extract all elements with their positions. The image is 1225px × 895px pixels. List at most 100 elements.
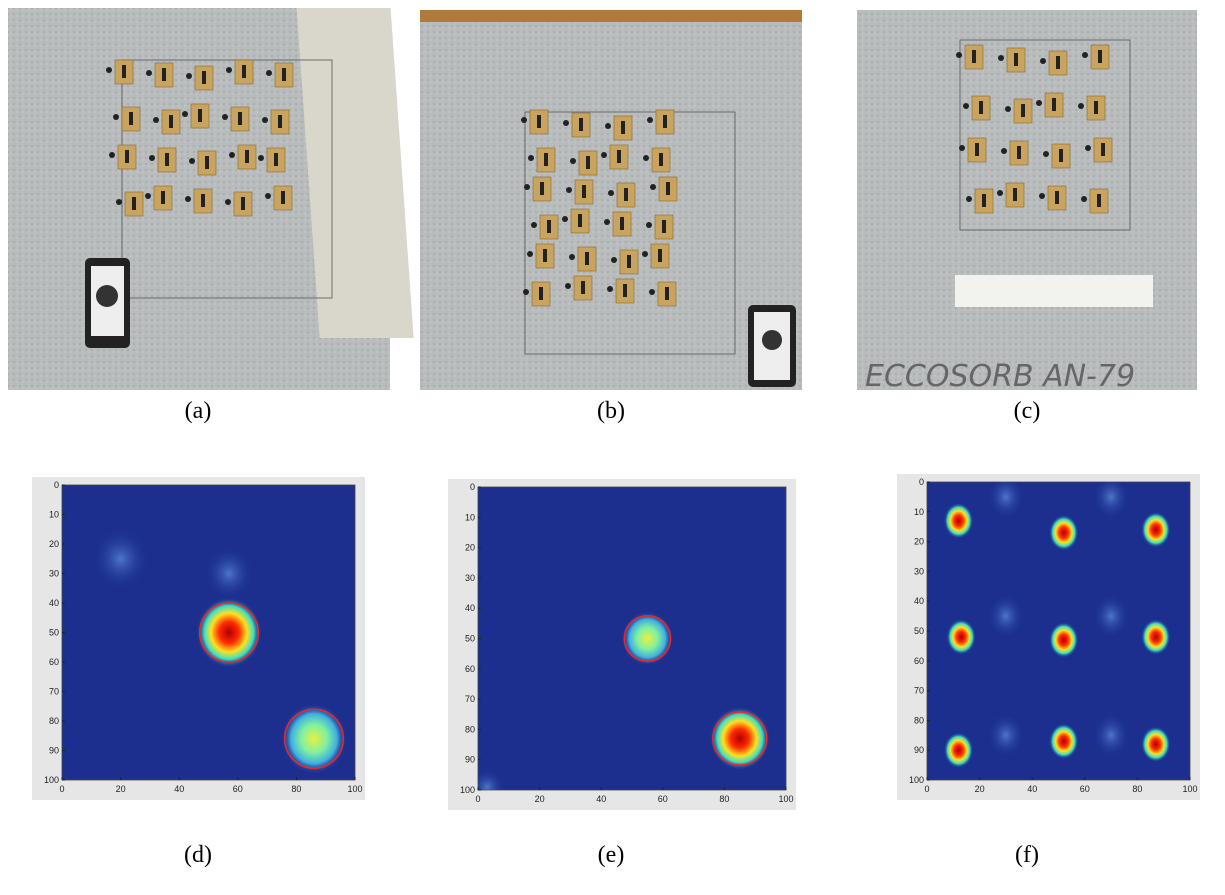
absorber-spot bbox=[642, 251, 648, 257]
y-tick-label: 30 bbox=[49, 569, 59, 579]
tile-slot bbox=[202, 71, 206, 84]
absorber-spot bbox=[189, 158, 195, 164]
peak bbox=[204, 547, 253, 600]
absorber-spot bbox=[229, 152, 235, 158]
tile-slot bbox=[537, 115, 541, 128]
peak bbox=[92, 528, 149, 590]
tile-slot bbox=[169, 115, 173, 128]
absorber-spot bbox=[647, 117, 653, 123]
absorber-spot bbox=[106, 67, 112, 73]
y-tick-label: 50 bbox=[49, 628, 59, 638]
panel-label: (a) bbox=[185, 398, 212, 424]
photo-c bbox=[857, 10, 1197, 390]
tile-slot bbox=[579, 118, 583, 131]
x-tick-label: 20 bbox=[535, 794, 545, 804]
tile-slot bbox=[274, 153, 278, 166]
absorber-spot bbox=[222, 114, 228, 120]
tile-slot bbox=[282, 68, 286, 81]
y-tick-label: 90 bbox=[49, 746, 59, 756]
tile-slot bbox=[205, 156, 209, 169]
absorber-spot bbox=[650, 184, 656, 190]
x-tick-label: 0 bbox=[924, 784, 929, 794]
y-tick-label: 0 bbox=[919, 477, 924, 487]
x-tick-label: 80 bbox=[1132, 784, 1142, 794]
tile-slot bbox=[242, 65, 246, 78]
absorber-spot bbox=[149, 155, 155, 161]
tile-slot bbox=[666, 182, 670, 195]
tile-slot bbox=[586, 156, 590, 169]
tile-slot bbox=[165, 153, 169, 166]
peak bbox=[1049, 515, 1078, 551]
y-tick-label: 30 bbox=[914, 566, 924, 576]
y-tick-label: 90 bbox=[914, 745, 924, 755]
y-tick-label: 0 bbox=[54, 480, 59, 490]
absorber-spot bbox=[1081, 196, 1087, 202]
panel-label: (b) bbox=[597, 398, 625, 424]
absorber-spot bbox=[649, 289, 655, 295]
peak bbox=[1141, 726, 1170, 762]
absorber-spot bbox=[643, 155, 649, 161]
absorber-spot bbox=[182, 111, 188, 117]
absorber-spot bbox=[1001, 148, 1007, 154]
peak bbox=[1049, 723, 1078, 759]
photo-text: ECCOSORB AN-79 bbox=[865, 359, 1135, 394]
absorber-spot bbox=[1078, 103, 1084, 109]
absorber-spot bbox=[531, 222, 537, 228]
x-tick-label: 60 bbox=[233, 784, 243, 794]
y-tick-label: 10 bbox=[914, 507, 924, 517]
tile-slot bbox=[161, 191, 165, 204]
tile-slot bbox=[620, 217, 624, 230]
peak bbox=[946, 619, 975, 655]
y-tick-label: 60 bbox=[465, 664, 475, 674]
absorber-spot bbox=[528, 155, 534, 161]
tile-slot bbox=[617, 150, 621, 163]
tile-slot bbox=[1017, 146, 1021, 159]
absorber-spot bbox=[186, 73, 192, 79]
y-tick-label: 30 bbox=[465, 573, 475, 583]
tile-slot bbox=[621, 121, 625, 134]
tile-slot bbox=[198, 109, 202, 122]
x-tick-label: 40 bbox=[596, 794, 606, 804]
tile-slot bbox=[544, 153, 548, 166]
y-tick-label: 90 bbox=[465, 755, 475, 765]
absorber-spot bbox=[604, 219, 610, 225]
x-tick-label: 100 bbox=[1182, 784, 1197, 794]
tile-slot bbox=[665, 287, 669, 300]
peak bbox=[196, 597, 262, 668]
absorber-spot bbox=[562, 216, 568, 222]
tile-slot bbox=[132, 197, 136, 210]
absorber-spot bbox=[563, 120, 569, 126]
y-tick-label: 40 bbox=[914, 596, 924, 606]
absorber-spot bbox=[1005, 106, 1011, 112]
tile-slot bbox=[659, 153, 663, 166]
y-tick-label: 50 bbox=[914, 626, 924, 636]
absorber-spot bbox=[226, 67, 232, 73]
x-tick-label: 100 bbox=[347, 784, 362, 794]
absorber-spot bbox=[523, 289, 529, 295]
absorber-spot bbox=[569, 254, 575, 260]
photo-a bbox=[8, 8, 414, 390]
tile-slot bbox=[1097, 194, 1101, 207]
absorber-spot bbox=[608, 190, 614, 196]
peak bbox=[710, 707, 770, 771]
y-tick-label: 50 bbox=[465, 634, 475, 644]
x-tick-label: 60 bbox=[1080, 784, 1090, 794]
tile-slot bbox=[125, 150, 129, 163]
absorber-spot bbox=[959, 145, 965, 151]
x-tick-label: 80 bbox=[719, 794, 729, 804]
y-tick-label: 10 bbox=[49, 510, 59, 520]
absorber-spot bbox=[605, 123, 611, 129]
y-tick-label: 60 bbox=[49, 657, 59, 667]
heatmap: 0102030405060708090100020406080100 bbox=[448, 479, 796, 810]
y-tick-label: 20 bbox=[914, 537, 924, 547]
tile-slot bbox=[1014, 53, 1018, 66]
y-tick-label: 60 bbox=[914, 656, 924, 666]
y-tick-label: 100 bbox=[44, 775, 59, 785]
absorber-spot bbox=[963, 103, 969, 109]
tile-slot bbox=[238, 112, 242, 125]
absorber-spot bbox=[266, 70, 272, 76]
tile-slot bbox=[627, 255, 631, 268]
y-tick-label: 100 bbox=[909, 775, 924, 785]
peak bbox=[987, 713, 1024, 758]
tile-slot bbox=[1101, 143, 1105, 156]
